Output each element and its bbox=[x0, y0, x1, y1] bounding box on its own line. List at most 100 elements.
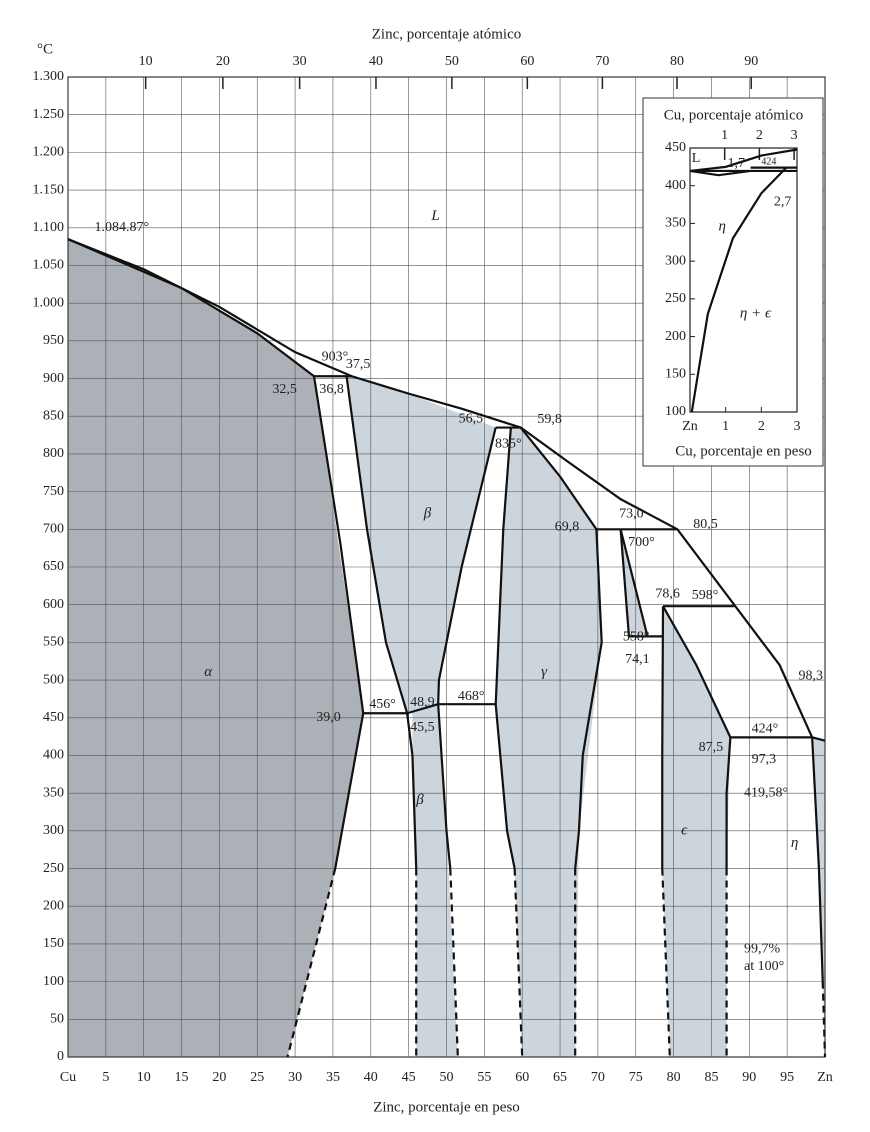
annotation: 69,8 bbox=[555, 519, 580, 534]
phase-boundary bbox=[690, 166, 788, 413]
y-tick-label: 1.150 bbox=[33, 182, 65, 197]
x2-tick-label: 20 bbox=[216, 54, 230, 69]
annotation: 1,7 bbox=[727, 156, 745, 171]
y-tick-label: 150 bbox=[665, 367, 686, 382]
x-tick-label: 2 bbox=[758, 419, 765, 434]
phase-boundary bbox=[689, 169, 751, 177]
phase-label: η + ϵ bbox=[740, 305, 772, 321]
phase-boundary bbox=[574, 529, 603, 869]
x-tick-label: 1 bbox=[722, 419, 729, 434]
phase-boundary bbox=[406, 703, 439, 715]
annotation: at 100° bbox=[744, 959, 784, 974]
x-tick-label: Zn bbox=[682, 419, 698, 434]
phase-label: β bbox=[415, 792, 424, 808]
y-tick-label: 600 bbox=[43, 597, 64, 612]
annotation: 32,5 bbox=[272, 382, 297, 397]
phase-boundary bbox=[513, 868, 524, 1058]
x-axis-title: Zinc, porcentaje en peso bbox=[373, 1099, 520, 1115]
y-tick-label: 650 bbox=[43, 559, 64, 574]
y-tick-label: 200 bbox=[43, 898, 64, 913]
y-tick-label: 200 bbox=[665, 329, 686, 344]
annotation: 74,1 bbox=[625, 652, 650, 667]
y-tick-label: 300 bbox=[665, 253, 686, 268]
annotation: 2,7 bbox=[774, 195, 792, 210]
y-tick-label: 1.300 bbox=[33, 69, 65, 84]
y-tick-label: 900 bbox=[43, 371, 64, 386]
x-tick-label: Zn bbox=[817, 1070, 833, 1085]
x2-axis-title: Zinc, porcentaje atómico bbox=[372, 26, 522, 42]
annotation: 424° bbox=[752, 721, 779, 736]
annotation: 424 bbox=[761, 157, 776, 168]
phase-boundary bbox=[661, 868, 671, 1058]
annotation: 419,58° bbox=[744, 785, 788, 800]
y-tick-label: 1.200 bbox=[33, 145, 65, 160]
phase-label: γ bbox=[541, 664, 548, 680]
phase-boundary bbox=[725, 737, 732, 869]
y-tick-label: 350 bbox=[43, 785, 64, 800]
x-tick-label: 85 bbox=[704, 1070, 718, 1085]
annotation: 99,7% bbox=[744, 941, 781, 956]
y-tick-label: 1.250 bbox=[33, 107, 65, 122]
annotation: 39,0 bbox=[316, 710, 341, 725]
phase-label: ϵ bbox=[681, 822, 688, 838]
phase-label: α bbox=[204, 664, 213, 680]
x-tick-label: 15 bbox=[175, 1070, 189, 1085]
annotation: 558° bbox=[623, 629, 650, 644]
x2-tick-label: 2 bbox=[756, 128, 763, 143]
phase-label: β bbox=[423, 506, 432, 522]
phase-boundary bbox=[689, 148, 798, 173]
x-tick-label: 95 bbox=[780, 1070, 794, 1085]
y-tick-label: 850 bbox=[43, 408, 64, 423]
x-tick-label: Cu bbox=[60, 1070, 76, 1085]
x-tick-label: 30 bbox=[288, 1070, 302, 1085]
y-tick-label: 0 bbox=[57, 1049, 64, 1064]
y-tick-label: 400 bbox=[43, 748, 64, 763]
x-tick-label: 40 bbox=[364, 1070, 378, 1085]
x-tick-label: 50 bbox=[440, 1070, 454, 1085]
phase-boundary bbox=[662, 605, 732, 738]
x-tick-label: 80 bbox=[667, 1070, 681, 1085]
y-tick-label: 250 bbox=[43, 861, 64, 876]
x-tick-label: 90 bbox=[742, 1070, 756, 1085]
y-axis-title: °C bbox=[37, 41, 53, 57]
chart-0: 0501001502002503003504004505005506006507… bbox=[33, 26, 833, 1115]
inset-panel bbox=[642, 97, 824, 467]
x2-tick-label: 10 bbox=[139, 54, 153, 69]
y-tick-label: 800 bbox=[43, 446, 64, 461]
phase-boundary bbox=[811, 737, 824, 982]
x-tick-label: 3 bbox=[794, 419, 801, 434]
y-tick-label: 1.050 bbox=[33, 258, 65, 273]
y-tick-label: 550 bbox=[43, 635, 64, 650]
x-tick-label: 65 bbox=[553, 1070, 567, 1085]
phase-boundary bbox=[661, 606, 665, 869]
annotation: 56,5 bbox=[459, 411, 484, 426]
phase-boundary bbox=[619, 529, 631, 637]
x-tick-label: 70 bbox=[591, 1070, 605, 1085]
annotation: 80,5 bbox=[693, 517, 718, 532]
annotation: 73,0 bbox=[619, 506, 644, 521]
x2-tick-label: 1 bbox=[721, 128, 728, 143]
annotation: 97,3 bbox=[752, 752, 777, 767]
phase-label: η bbox=[791, 835, 798, 851]
phase-label: η bbox=[719, 219, 726, 235]
y-tick-label: 950 bbox=[43, 333, 64, 348]
phase-boundary bbox=[449, 868, 459, 1058]
annotation: 37,5 bbox=[346, 357, 371, 372]
phase-label: L bbox=[430, 208, 439, 224]
y-tick-label: 700 bbox=[43, 522, 64, 537]
y-tick-label: 300 bbox=[43, 823, 64, 838]
y-tick-label: 100 bbox=[43, 974, 64, 989]
x-axis-title: Cu, porcentaje en peso bbox=[675, 443, 812, 459]
phase-boundary bbox=[494, 427, 516, 869]
annotation: 456° bbox=[369, 697, 396, 712]
annotation: 78,6 bbox=[655, 586, 680, 601]
y-tick-label: 1.100 bbox=[33, 220, 65, 235]
x-tick-label: 35 bbox=[326, 1070, 340, 1085]
annotation: 468° bbox=[458, 689, 485, 704]
phase-boundary bbox=[286, 868, 337, 1058]
y-tick-label: 250 bbox=[665, 291, 686, 306]
x2-tick-label: 50 bbox=[445, 54, 459, 69]
phase-boundary bbox=[519, 426, 598, 530]
annotation: 1.084.87° bbox=[94, 220, 149, 235]
